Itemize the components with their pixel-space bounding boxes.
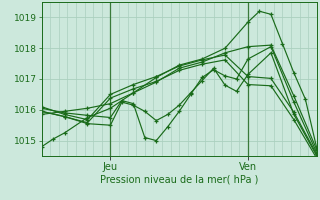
X-axis label: Pression niveau de la mer( hPa ): Pression niveau de la mer( hPa ) [100, 174, 258, 184]
